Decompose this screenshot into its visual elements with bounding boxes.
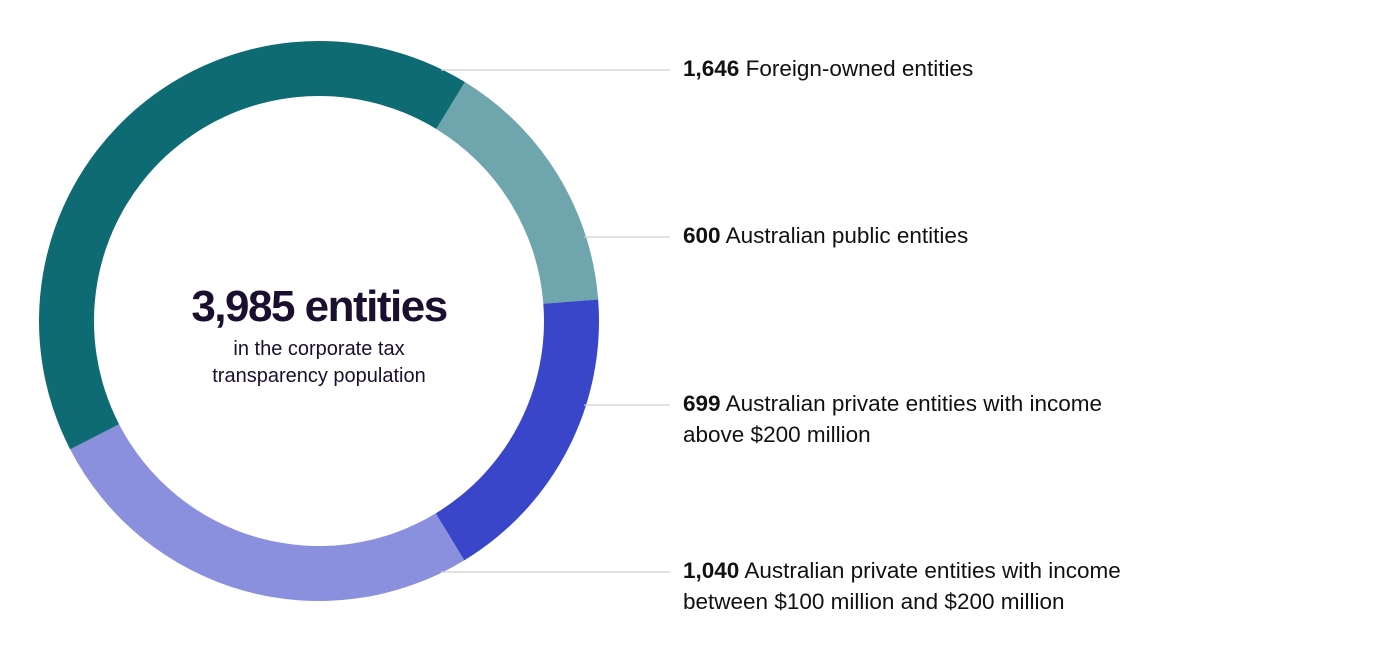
segment-text: Australian public entities [725, 223, 969, 248]
segment-text: above $200 million [683, 422, 871, 447]
segment-label-1: 699 Australian private entities with inc… [683, 388, 1303, 450]
segment-label-line: 1,040 Australian private entities with i… [683, 555, 1303, 586]
segment-value: 1,646 [683, 56, 740, 81]
donut-segment-2 [70, 424, 465, 601]
subtitle-line-2: transparency population [212, 365, 426, 387]
segment-label-3: 1,646 Foreign-owned entities [683, 53, 1303, 84]
donut-segment-3 [38, 40, 465, 450]
segment-label-0: 600 Australian public entities [683, 220, 1303, 251]
segment-label-2: 1,040 Australian private entities with i… [683, 555, 1303, 617]
segment-label-line: 699 Australian private entities with inc… [683, 388, 1303, 419]
segment-label-line: 1,646 Foreign-owned entities [683, 53, 1303, 84]
segment-label-line: above $200 million [683, 419, 1303, 450]
segment-value: 600 [683, 223, 721, 248]
segment-label-line: between $100 million and $200 million [683, 586, 1303, 617]
segment-value: 1,040 [683, 558, 740, 583]
donut-segment-0 [436, 82, 599, 304]
segment-text: Australian private entities with income [725, 391, 1102, 416]
chart-subtitle: in the corporate tax transparency popula… [119, 336, 519, 390]
subtitle-line-1: in the corporate tax [233, 338, 405, 360]
segment-value: 699 [683, 391, 721, 416]
segment-text: Foreign-owned entities [745, 56, 974, 81]
segment-label-line: 600 Australian public entities [683, 220, 1303, 251]
chart-total: 3,985 entities [191, 282, 448, 331]
segment-text: Australian private entities with income [744, 558, 1121, 583]
donut-segment-1 [435, 299, 599, 561]
segment-text: between $100 million and $200 million [683, 589, 1065, 614]
